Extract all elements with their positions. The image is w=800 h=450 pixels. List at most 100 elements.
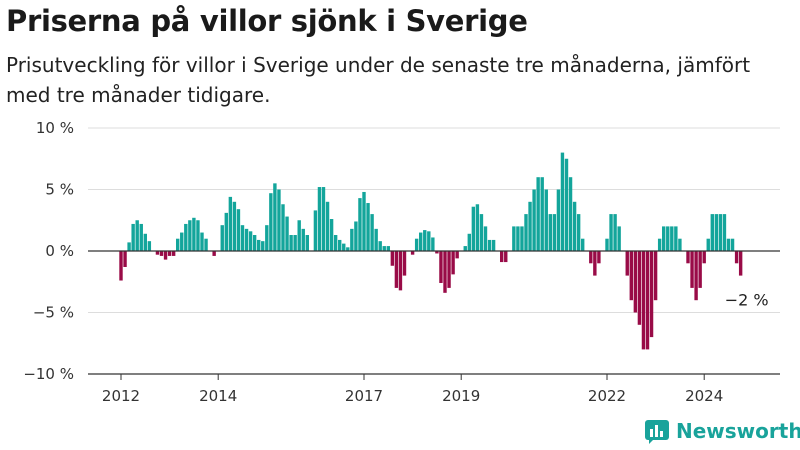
bar — [487, 239, 492, 251]
bar — [564, 158, 569, 251]
y-tick-label: 0 % — [45, 242, 74, 260]
bar — [726, 238, 731, 251]
bar — [123, 251, 127, 267]
bar — [192, 217, 196, 251]
bar — [252, 235, 257, 251]
brand-logo: Newsworthy — [644, 418, 800, 444]
x-tick-label: 2022 — [588, 387, 626, 405]
bar — [301, 228, 305, 251]
x-tick-label: 2019 — [442, 387, 480, 405]
bar — [597, 251, 601, 264]
bar — [139, 223, 143, 251]
bar — [738, 251, 743, 276]
bar — [220, 225, 224, 251]
bar — [402, 251, 407, 276]
bar — [277, 189, 281, 251]
bar — [479, 214, 484, 251]
bar — [297, 220, 301, 251]
bar — [581, 238, 585, 251]
bar — [649, 251, 654, 338]
bar — [261, 241, 265, 251]
bar — [471, 206, 476, 251]
bar — [147, 241, 152, 251]
bar — [657, 238, 662, 251]
bar — [236, 209, 241, 251]
bar — [576, 214, 581, 251]
bar — [568, 177, 573, 251]
bar — [666, 226, 670, 251]
bar — [196, 220, 200, 251]
bar — [516, 226, 520, 251]
bar — [552, 214, 557, 251]
bar — [350, 228, 354, 251]
x-tick-label: 2024 — [685, 387, 723, 405]
bar — [374, 228, 378, 251]
bar — [431, 237, 435, 251]
bar — [427, 231, 431, 251]
bar — [589, 251, 593, 264]
bar — [560, 152, 565, 251]
bar — [273, 183, 277, 251]
x-tick-label: 2012 — [102, 387, 140, 405]
bar — [171, 251, 176, 256]
bar — [423, 230, 427, 251]
bar — [200, 232, 204, 251]
bar — [548, 214, 552, 251]
bar — [317, 187, 322, 251]
bar — [504, 251, 508, 263]
bar — [520, 226, 524, 251]
bar — [674, 226, 678, 251]
newsworthy-logo-icon — [645, 420, 669, 444]
bar — [135, 220, 139, 251]
bar — [382, 246, 386, 251]
bar — [419, 232, 423, 251]
bar — [362, 191, 366, 251]
bar — [378, 241, 382, 251]
bar — [662, 226, 666, 251]
bar — [645, 251, 650, 350]
bar — [722, 214, 727, 251]
bar — [625, 251, 629, 276]
bar — [305, 235, 309, 251]
bar — [653, 251, 658, 301]
bar — [629, 251, 633, 301]
bar — [670, 226, 674, 251]
bar — [159, 251, 164, 256]
bar — [184, 223, 188, 251]
bar — [435, 251, 439, 254]
bar — [686, 251, 690, 264]
bar — [293, 235, 297, 251]
bar — [439, 251, 443, 283]
bar — [698, 251, 702, 288]
bar — [338, 239, 342, 251]
chart-subtitle: Prisutveckling för villor i Sverige unde… — [6, 53, 751, 107]
bar — [346, 247, 350, 251]
bar — [451, 251, 455, 275]
bar — [718, 214, 723, 251]
bar — [333, 235, 338, 251]
bar — [240, 225, 245, 251]
bar — [163, 251, 168, 260]
bar — [694, 251, 698, 301]
bar — [491, 239, 496, 251]
bar — [204, 238, 208, 251]
bar — [556, 189, 561, 251]
bar — [463, 246, 467, 251]
bar — [714, 214, 719, 251]
bar — [212, 251, 216, 256]
bar — [176, 238, 180, 251]
x-tick-label: 2014 — [199, 387, 237, 405]
bar — [455, 251, 459, 259]
bar — [386, 246, 390, 251]
bar — [605, 238, 609, 251]
bar — [180, 232, 184, 251]
y-tick-label: −5 % — [33, 304, 74, 322]
bar — [131, 223, 135, 251]
bar — [342, 243, 346, 251]
bar — [394, 251, 399, 288]
bar — [532, 189, 536, 251]
bar — [410, 251, 415, 255]
bar — [289, 235, 293, 251]
bar — [354, 221, 358, 251]
bar — [641, 251, 646, 350]
